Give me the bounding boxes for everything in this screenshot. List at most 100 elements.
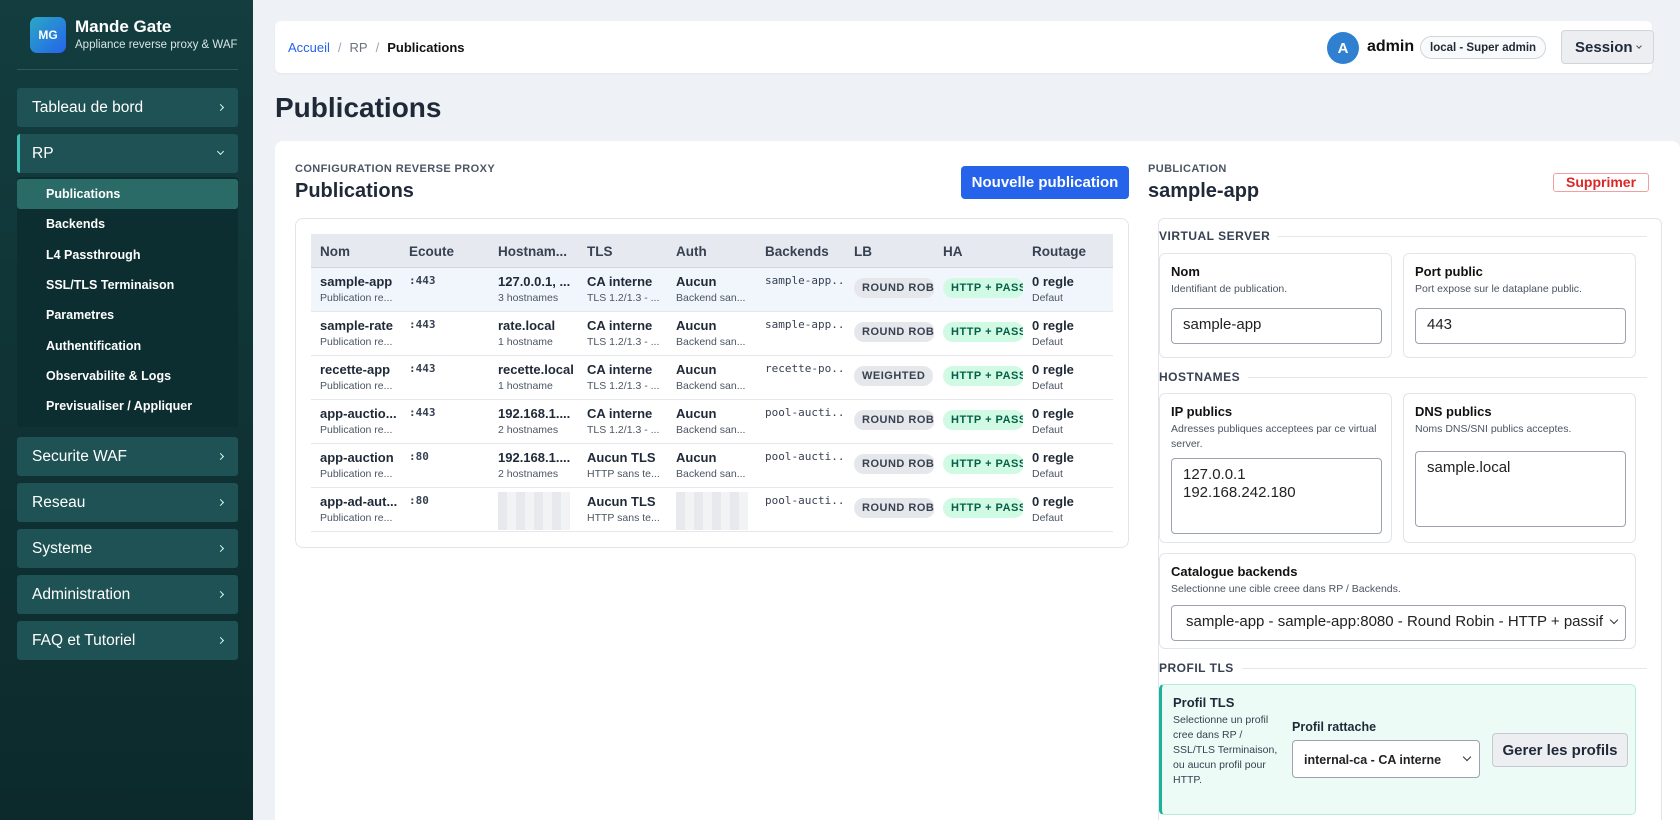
cell: :80 bbox=[400, 444, 489, 487]
redacted bbox=[498, 492, 570, 530]
cell-subtext: Defaut bbox=[1032, 468, 1063, 480]
cell: 0 regle Defaut bbox=[1023, 312, 1112, 355]
nav-item[interactable]: FAQ et Tutoriel bbox=[17, 621, 238, 660]
cell-text: recette-app bbox=[320, 362, 391, 377]
ha-badge: HTTP + PASSIF bbox=[943, 410, 1023, 430]
cell-text: sample-app... bbox=[765, 274, 845, 287]
submenu-item[interactable]: Publications bbox=[17, 179, 238, 210]
cell-subtext: Backend san... bbox=[676, 292, 746, 304]
nav-label: Tableau de bord bbox=[32, 98, 144, 116]
cell-text: app-auctio... bbox=[320, 406, 397, 421]
submenu-item[interactable]: Previsualiser / Appliquer bbox=[46, 399, 193, 414]
field-help: Adresses publiques acceptees par ce virt… bbox=[1171, 423, 1377, 450]
cell-subtext: Publication re... bbox=[320, 380, 393, 392]
new-button[interactable]: Nouvelle publication bbox=[961, 166, 1129, 199]
cell: CA interne TLS 1.2/1.3 - ... bbox=[578, 400, 667, 443]
manage-button[interactable]: Gerer les profils bbox=[1492, 733, 1628, 767]
nav-item[interactable]: Tableau de bord bbox=[17, 88, 238, 127]
submenu-item[interactable]: L4 Passthrough bbox=[46, 247, 141, 262]
cell-text: 0 regle bbox=[1032, 494, 1074, 509]
cell-subtext: Defaut bbox=[1032, 512, 1063, 524]
crumb[interactable]: Accueil bbox=[288, 39, 330, 55]
cell-subtext: TLS 1.2/1.3 - ... bbox=[587, 292, 660, 304]
cell-text: recette.local bbox=[498, 362, 574, 377]
field-card: Catalogue backends Selectionne une cible… bbox=[1159, 553, 1636, 649]
table-row[interactable]: app-auctio... Publication re...:443 192.16… bbox=[311, 400, 1113, 444]
cell: recette-app Publication re... bbox=[311, 356, 400, 399]
table-row[interactable]: sample-app Publication re...:443 127.0.0.1… bbox=[311, 268, 1113, 312]
cell: :443 bbox=[400, 312, 489, 355]
submenu-item[interactable]: Backends bbox=[46, 217, 106, 232]
submenu-item[interactable]: Parametres bbox=[46, 308, 115, 323]
nav-item[interactable]: RP bbox=[17, 134, 238, 173]
cell: CA interne TLS 1.2/1.3 - ... bbox=[578, 268, 667, 311]
table-row[interactable]: recette-app Publication re...:443 recette.… bbox=[311, 356, 1113, 400]
detail-title: sample-app bbox=[1148, 180, 1260, 202]
cell-text: :443 bbox=[409, 274, 436, 287]
tls-help: Selectionne un profil cree dans RP / SSL… bbox=[1173, 714, 1278, 786]
ha-badge: HTTP + PASSIF bbox=[943, 366, 1023, 386]
cell-subtext: TLS 1.2/1.3 - ... bbox=[587, 424, 660, 436]
cell-subtext: TLS 1.2/1.3 - ... bbox=[587, 380, 660, 392]
cell-text: recette-po... bbox=[765, 362, 845, 375]
select-value: sample-app - sample-app:8080 - Round Rob… bbox=[1186, 613, 1604, 630]
cell: HTTP + PASSIF bbox=[934, 400, 1023, 443]
cell: 192.168.1.... 2 hostnames bbox=[489, 444, 578, 487]
submenu-item[interactable]: SSL/TLS Terminaison bbox=[46, 278, 175, 293]
nav-item[interactable]: Reseau bbox=[17, 483, 238, 522]
cell: Aucun TLS HTTP sans te... bbox=[578, 488, 667, 531]
field-help: Identifiant de publication. bbox=[1171, 283, 1288, 295]
delete-button[interactable]: Supprimer bbox=[1553, 173, 1650, 192]
field-card: DNS publics Noms DNS/SNI publics accepte… bbox=[1403, 393, 1636, 543]
input[interactable]: sample-app bbox=[1171, 308, 1382, 344]
chevron bbox=[1636, 43, 1642, 49]
textarea[interactable]: 127.0.0.1 192.168.242.180 bbox=[1171, 458, 1382, 534]
cell: HTTP + PASSIF bbox=[934, 268, 1023, 311]
rule bbox=[1278, 235, 1647, 237]
crumb[interactable]: RP bbox=[349, 39, 368, 55]
lb-badge: ROUND ROBIN bbox=[854, 322, 934, 342]
nav-label: FAQ et Tutoriel bbox=[32, 631, 136, 649]
nav-label: Reseau bbox=[32, 493, 86, 511]
textarea-line: 192.168.242.180 bbox=[1183, 484, 1296, 501]
cell: recette.local 1 hostname bbox=[489, 356, 578, 399]
cell bbox=[489, 488, 578, 531]
submenu-item[interactable]: Observabilite & Logs bbox=[46, 368, 172, 383]
field-label: Nom bbox=[1171, 264, 1200, 279]
brand-name: Mande Gate bbox=[75, 17, 172, 36]
column-header: Nom bbox=[320, 244, 350, 259]
main-card: CONFIGURATION REVERSE PROXY Publications… bbox=[275, 141, 1680, 820]
cell: sample-app Publication re... bbox=[311, 268, 400, 311]
cell-text: 192.168.1.... bbox=[498, 450, 571, 465]
nav-item[interactable]: Securite WAF bbox=[17, 437, 238, 476]
legend-text: VIRTUAL SERVER bbox=[1159, 229, 1271, 243]
cell-subtext: 2 hostnames bbox=[498, 468, 559, 480]
cell-subtext: Publication re... bbox=[320, 336, 393, 348]
session-button[interactable]: Session bbox=[1561, 30, 1654, 64]
submenu-item[interactable]: Authentification bbox=[46, 338, 142, 353]
nav-item[interactable]: Systeme bbox=[17, 529, 238, 568]
page-title: Publications bbox=[275, 92, 442, 123]
table-row[interactable]: sample-rate Publication re...:443 rate.loc… bbox=[311, 312, 1113, 356]
cell-subtext: 1 hostname bbox=[498, 380, 553, 392]
input[interactable]: 443 bbox=[1415, 308, 1626, 344]
cell: 0 regle Defaut bbox=[1023, 400, 1112, 443]
textarea[interactable]: sample.local bbox=[1415, 451, 1626, 527]
select[interactable]: internal-ca - CA interne bbox=[1292, 740, 1480, 778]
cell-subtext: 3 hostnames bbox=[498, 292, 559, 304]
cell-subtext: 1 hostname bbox=[498, 336, 553, 348]
lb-badge: WEIGHTED bbox=[854, 366, 934, 386]
nav-item[interactable]: Administration bbox=[17, 575, 238, 614]
cell-text: Aucun bbox=[676, 274, 717, 289]
cell-text: CA interne bbox=[587, 362, 653, 377]
table-row[interactable]: app-auction Publication re...:80 192.168.1… bbox=[311, 444, 1113, 488]
redacted bbox=[676, 492, 748, 530]
select[interactable]: sample-app - sample-app:8080 - Round Rob… bbox=[1171, 605, 1626, 641]
chevron bbox=[216, 636, 225, 645]
legend: VIRTUAL SERVER bbox=[1159, 229, 1647, 243]
legend-text: HOSTNAMES bbox=[1159, 370, 1241, 384]
cell: HTTP + PASSIF bbox=[934, 488, 1023, 531]
table-row[interactable]: app-ad-aut... Publication re...:80 Aucun T… bbox=[311, 488, 1113, 532]
avatar: A bbox=[1327, 32, 1359, 64]
